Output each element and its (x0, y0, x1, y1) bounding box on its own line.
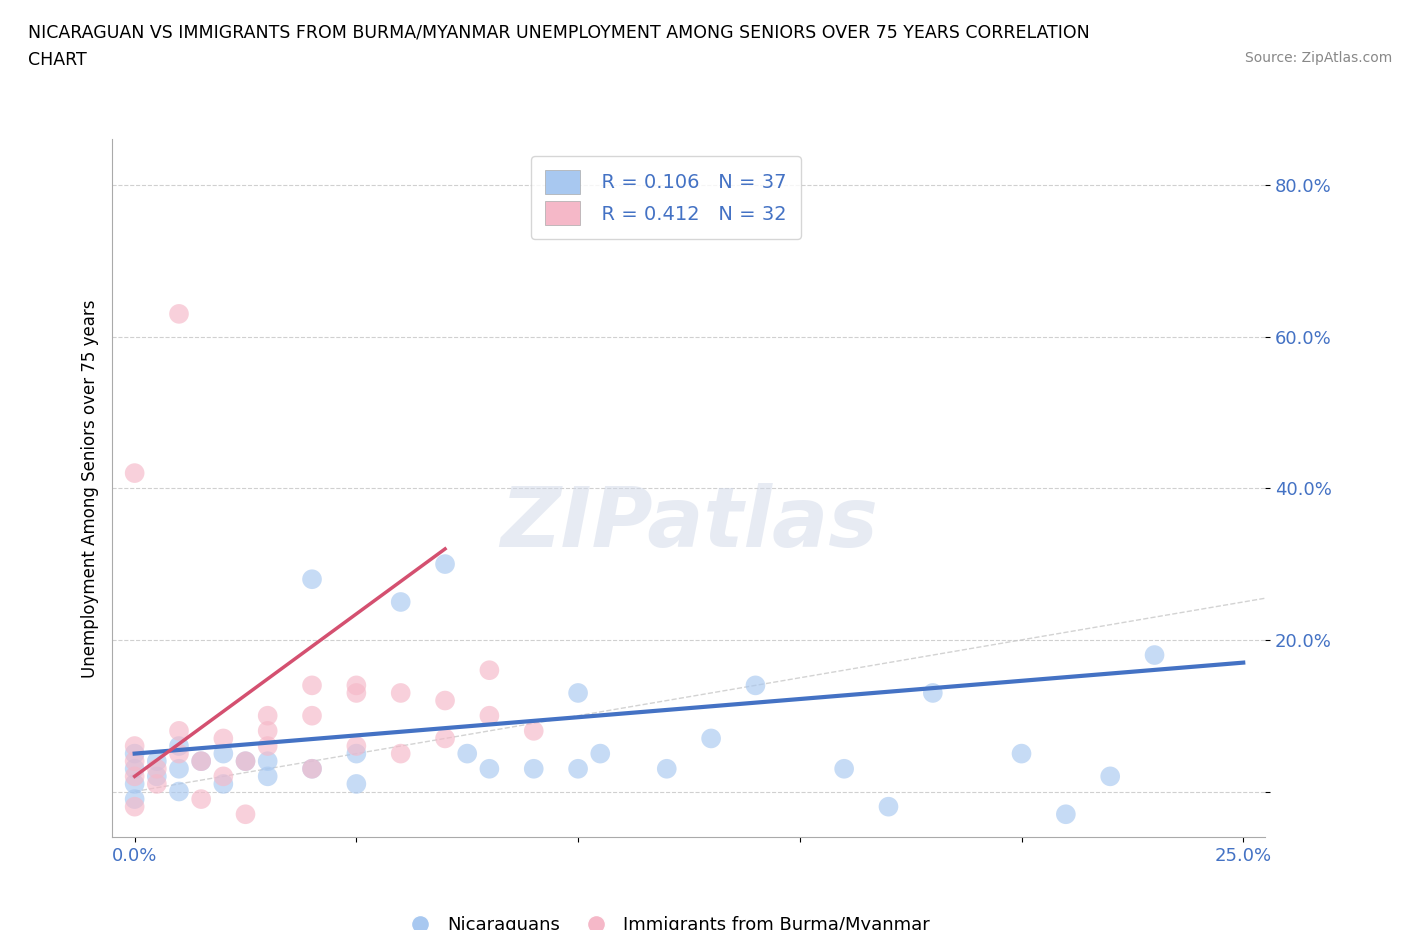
Y-axis label: Unemployment Among Seniors over 75 years: Unemployment Among Seniors over 75 years (80, 299, 98, 677)
Point (256, 769, 278, 784)
Point (256, 738, 278, 753)
Point (167, 762, 190, 777)
Point (212, 746, 235, 761)
Point (167, 306, 190, 321)
Point (167, 784, 190, 799)
Point (478, 762, 501, 777)
Point (256, 709, 278, 724)
Point (523, 762, 546, 777)
Point (700, 731, 723, 746)
Legend: Nicaraguans, Immigrants from Burma/Myanmar: Nicaraguans, Immigrants from Burma/Myanm… (395, 909, 936, 930)
Point (167, 738, 190, 753)
Point (124, 799, 146, 814)
Point (124, 738, 146, 753)
Point (1054, 807, 1077, 822)
Point (1099, 769, 1122, 784)
Point (167, 724, 190, 738)
Point (212, 731, 235, 746)
Point (344, 746, 367, 761)
Point (167, 746, 190, 761)
Point (655, 762, 678, 777)
Point (523, 724, 546, 738)
Point (456, 746, 478, 761)
Point (301, 762, 323, 777)
Point (344, 777, 367, 791)
Point (146, 753, 169, 768)
Point (146, 769, 169, 784)
Point (235, 753, 257, 768)
Point (434, 693, 457, 708)
Point (877, 799, 900, 814)
Point (212, 769, 235, 784)
Point (146, 777, 169, 791)
Point (1143, 647, 1166, 662)
Point (744, 678, 766, 693)
Point (124, 791, 146, 806)
Point (389, 746, 412, 761)
Point (1011, 746, 1033, 761)
Text: Source: ZipAtlas.com: Source: ZipAtlas.com (1244, 51, 1392, 65)
Point (124, 762, 146, 777)
Text: NICARAGUAN VS IMMIGRANTS FROM BURMA/MYANMAR UNEMPLOYMENT AMONG SENIORS OVER 75 Y: NICARAGUAN VS IMMIGRANTS FROM BURMA/MYAN… (28, 23, 1090, 41)
Point (124, 777, 146, 791)
Point (235, 807, 257, 822)
Point (301, 709, 323, 724)
Point (190, 753, 212, 768)
Point (124, 746, 146, 761)
Point (344, 738, 367, 753)
Point (389, 685, 412, 700)
Point (344, 685, 367, 700)
Point (256, 753, 278, 768)
Point (434, 557, 457, 572)
Point (589, 746, 612, 761)
Point (478, 709, 501, 724)
Point (301, 678, 323, 693)
Point (124, 769, 146, 784)
Point (301, 762, 323, 777)
Point (212, 777, 235, 791)
Point (921, 685, 943, 700)
Point (567, 685, 589, 700)
Point (190, 791, 212, 806)
Point (256, 724, 278, 738)
Point (124, 466, 146, 481)
Text: ZIPatlas: ZIPatlas (501, 483, 877, 564)
Point (389, 594, 412, 609)
Point (832, 762, 855, 777)
Point (146, 762, 169, 777)
Point (478, 663, 501, 678)
Point (301, 572, 323, 587)
Point (235, 753, 257, 768)
Point (124, 753, 146, 768)
Point (344, 678, 367, 693)
Point (567, 762, 589, 777)
Point (434, 731, 457, 746)
Text: CHART: CHART (28, 51, 87, 69)
Point (190, 753, 212, 768)
